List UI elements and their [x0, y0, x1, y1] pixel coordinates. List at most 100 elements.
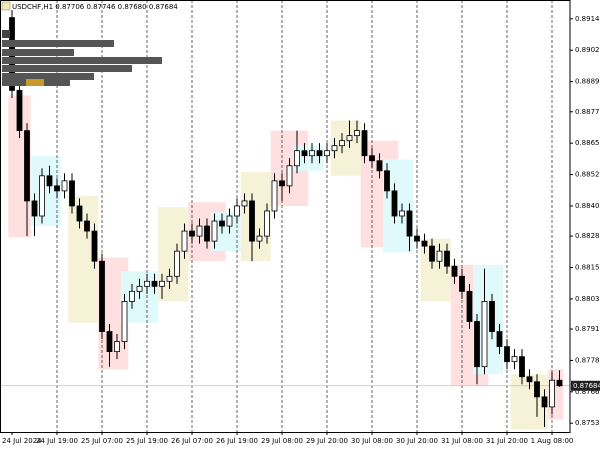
x-tick-label: 30 Jul 20:00: [396, 437, 438, 445]
candle-body: [294, 150, 300, 167]
chart-title: USDCHF,H1 0.87706 0.87746 0.87680 0.8768…: [12, 3, 178, 11]
panel-row[interactable]: [2, 57, 162, 64]
panel-row[interactable]: [2, 65, 132, 72]
candle-body: [301, 150, 308, 157]
candle-body: [369, 155, 375, 162]
candle-body: [511, 356, 518, 363]
candle-body: [541, 396, 548, 408]
candle-body: [121, 300, 128, 342]
panel-row[interactable]: [2, 49, 74, 56]
plot-frame: [0, 0, 571, 433]
candle-body: [504, 346, 510, 363]
candle-body: [324, 150, 330, 157]
session-zone: [158, 207, 189, 302]
x-tick-label: 29 Jul 08:00: [261, 437, 303, 445]
candle-body: [534, 381, 540, 398]
candle-body: [436, 250, 443, 262]
y-tick-label: 0.87535: [575, 419, 600, 427]
candle-body: [414, 235, 420, 242]
candle-body: [316, 150, 323, 157]
candle-body: [264, 210, 270, 237]
candle-body: [166, 275, 173, 282]
candle-body: [151, 280, 158, 287]
candle-body: [279, 180, 285, 187]
chart-icon: [1, 1, 11, 11]
candle-body: [76, 205, 83, 222]
candle-body: [466, 290, 473, 322]
candle-body: [54, 185, 60, 192]
candle-body: [331, 145, 338, 152]
candle-body: [31, 200, 38, 217]
candle-body: [519, 356, 525, 378]
candle-body: [459, 275, 465, 292]
candle-body: [84, 220, 90, 232]
candle-body: [99, 260, 105, 332]
y-tick-label: 0.88895: [575, 78, 600, 86]
x-tick-label: 25 Jul 19:00: [126, 437, 168, 445]
candle-body: [339, 140, 345, 147]
x-tick-label: 31 Jul 08:00: [441, 437, 483, 445]
candle-body: [384, 170, 390, 192]
candle-body: [489, 300, 495, 332]
candle-body: [181, 230, 188, 252]
candle-body: [46, 175, 53, 187]
last-price-label: 0.87684: [573, 382, 600, 390]
x-tick-label: 24 Jul 2024: [2, 437, 42, 445]
candle-body: [211, 220, 218, 242]
panel-highlight[interactable]: [26, 79, 44, 86]
candle-body: [346, 135, 353, 142]
candle-body: [256, 235, 263, 242]
panel-row[interactable]: [2, 73, 94, 80]
candle-body: [136, 285, 143, 292]
panel-button[interactable]: [2, 30, 10, 38]
candle-body: [496, 331, 503, 348]
candle-body: [526, 376, 533, 383]
candle-body: [549, 379, 555, 408]
candle-body: [106, 331, 113, 353]
candle-body: [129, 290, 135, 302]
candle-body: [204, 225, 210, 242]
candle-body: [69, 180, 75, 207]
x-tick-label: 24 Jul 19:00: [36, 437, 78, 445]
x-tick-label: 26 Jul 19:00: [216, 437, 258, 445]
candle-body: [226, 215, 233, 227]
candle-body: [16, 90, 23, 132]
candle-body: [361, 130, 368, 157]
last-price-box: [571, 380, 600, 391]
candle-body: [451, 265, 458, 277]
candle-body: [444, 250, 450, 267]
x-tick-label: 1 Aug 08:00: [531, 437, 574, 445]
y-tick-label: 0.88775: [575, 108, 600, 116]
candle-body: [421, 240, 428, 247]
candle-body: [174, 250, 180, 277]
x-tick-label: 25 Jul 07:00: [81, 437, 123, 445]
panel-row[interactable]: [2, 40, 114, 47]
y-tick-label: 0.89145: [575, 15, 600, 23]
candle-body: [39, 175, 45, 217]
y-tick-label: 0.88525: [575, 171, 600, 179]
plot-layer: [0, 0, 570, 432]
candle-body: [556, 379, 563, 387]
candle-body: [219, 220, 225, 227]
candle-body: [114, 341, 120, 353]
candle-body: [271, 180, 278, 212]
x-tick-label: 30 Jul 08:00: [351, 437, 393, 445]
candle-body: [309, 150, 315, 157]
x-tick-label: 26 Jul 07:00: [171, 437, 213, 445]
candle-body: [429, 245, 435, 262]
candle-body: [249, 200, 255, 242]
session-zone: [420, 238, 451, 302]
candle-body: [24, 130, 30, 202]
candle-body: [144, 280, 150, 287]
symbol-panel: [2, 30, 162, 86]
candle-body: [189, 230, 195, 237]
